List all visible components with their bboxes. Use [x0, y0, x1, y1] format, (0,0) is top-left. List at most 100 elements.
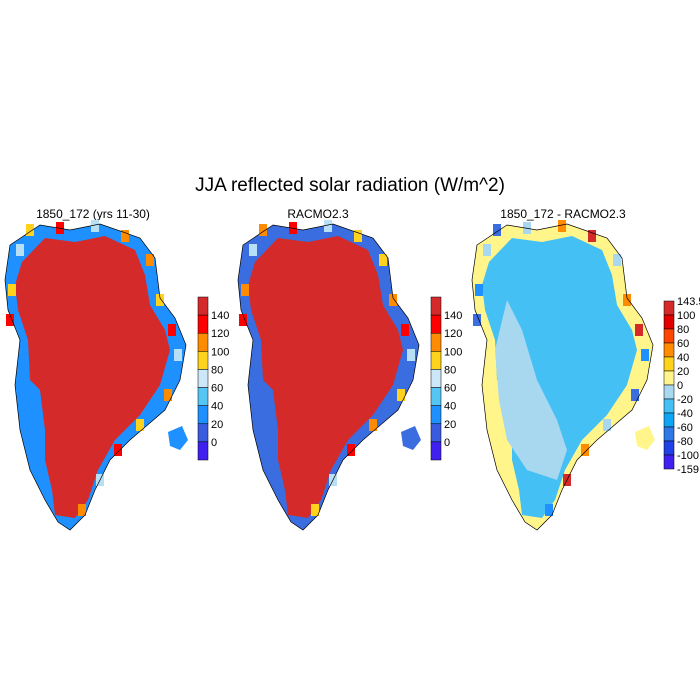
colorbar-box	[663, 384, 675, 400]
coastline	[471, 223, 654, 531]
colorbar-1: 140 120 100 80 60 40 20 0	[197, 296, 229, 461]
coastline	[4, 223, 187, 531]
grid-cell	[114, 444, 122, 456]
grid-cell	[164, 389, 172, 401]
colorbar-box	[663, 440, 675, 456]
figure-title: JJA reflected solar radiation (W/m^2)	[195, 175, 505, 196]
colorbar-label: 80	[444, 364, 456, 376]
colorbar-label: 60	[444, 383, 456, 395]
grid-cell	[635, 324, 643, 336]
colorbar-box	[663, 300, 675, 316]
grid-cell	[8, 284, 16, 296]
colorbar-box	[663, 398, 675, 414]
colorbar-box	[430, 423, 442, 443]
grid-cell	[156, 294, 164, 306]
grid-cell	[407, 349, 415, 361]
grid-cell	[401, 324, 409, 336]
colorbar-label: -80	[677, 436, 693, 448]
colorbar-box	[197, 332, 209, 352]
colorbar-label: -159	[677, 464, 699, 476]
colorbar-label: 60	[677, 338, 689, 350]
colorbar-box	[197, 405, 209, 425]
grid-cell	[168, 324, 176, 336]
colorbar-box	[663, 328, 675, 344]
grid-cell	[588, 230, 596, 242]
colorbar-label: -60	[677, 422, 693, 434]
panel-title-model: 1850_172 (yrs 11-30)	[36, 207, 150, 221]
colorbar-label: 140	[211, 310, 229, 322]
grid-cell	[493, 224, 501, 236]
colorbar-label: -40	[677, 408, 693, 420]
colorbar-label: 120	[444, 328, 462, 340]
colorbar-label: 100	[677, 310, 695, 322]
grid-cell	[558, 220, 566, 232]
grid-cell	[6, 314, 14, 326]
grid-cell	[379, 254, 387, 266]
coastline	[237, 223, 420, 531]
colorbar-label: 80	[211, 364, 223, 376]
grid-cell	[174, 349, 182, 361]
colorbar-label: 20	[677, 366, 689, 378]
island	[635, 426, 655, 450]
ice-sheet-interior	[248, 236, 403, 518]
grid-cell	[397, 389, 405, 401]
colorbar-box	[197, 423, 209, 443]
colorbar-box	[197, 296, 209, 316]
colorbar-box	[430, 332, 442, 352]
grid-cell	[146, 254, 154, 266]
colorbar-box	[663, 314, 675, 330]
colorbar-label: 120	[211, 328, 229, 340]
grid-cell	[389, 294, 397, 306]
colorbar-label: 80	[677, 324, 689, 336]
grid-cell	[473, 314, 481, 326]
colorbar-label: 100	[444, 346, 462, 358]
colorbar-label: 20	[211, 419, 223, 431]
colorbar-label: 0	[211, 437, 217, 449]
grid-cell	[239, 314, 247, 326]
grid-cell	[613, 254, 621, 266]
grid-cell	[641, 349, 649, 361]
grid-cell	[483, 244, 491, 256]
grid-cell	[249, 244, 257, 256]
panel-title-difference: 1850_172 - RACMO2.3	[500, 207, 626, 221]
grid-cell	[631, 389, 639, 401]
grid-cell	[78, 504, 86, 516]
island	[168, 426, 188, 450]
colorbar-box	[663, 370, 675, 386]
colorbar-label: 40	[444, 401, 456, 413]
colorbar-label: 0	[677, 380, 683, 392]
grid-cell	[324, 220, 332, 232]
grid-cell	[347, 444, 355, 456]
grid-cell	[91, 220, 99, 232]
colorbar-box	[197, 314, 209, 334]
colorbar-label: 100	[211, 346, 229, 358]
colorbar-label: 20	[444, 419, 456, 431]
grid-cell	[16, 244, 24, 256]
grid-cell	[136, 419, 144, 431]
colorbar-label: 143.5	[677, 296, 700, 308]
greenland-map-1	[4, 220, 188, 531]
colorbar-box	[663, 412, 675, 428]
grid-cell	[475, 284, 483, 296]
colorbar-label: 40	[677, 352, 689, 364]
colorbar-label: 140	[444, 310, 462, 322]
grid-cell	[603, 419, 611, 431]
colorbar-3: 143.5 100 80 60 40 20 0 -20 -40 -60 -80 -100 -159	[663, 296, 700, 476]
colorbar-box	[197, 351, 209, 370]
colorbar-box	[430, 296, 442, 316]
colorbar-label: 0	[444, 437, 450, 449]
grid-cell	[311, 504, 319, 516]
colorbar-box	[430, 314, 442, 334]
colorbar-box	[663, 356, 675, 372]
panel-title-racmo: RACMO2.3	[287, 207, 349, 221]
colorbar-box	[197, 369, 209, 388]
grid-cell	[241, 284, 249, 296]
colorbar-label: -20	[677, 394, 693, 406]
greenland-map-3	[471, 220, 655, 531]
grid-cell	[121, 230, 129, 242]
colorbar-box	[430, 441, 442, 461]
grid-cell	[259, 224, 267, 236]
colorbar-box	[197, 441, 209, 461]
